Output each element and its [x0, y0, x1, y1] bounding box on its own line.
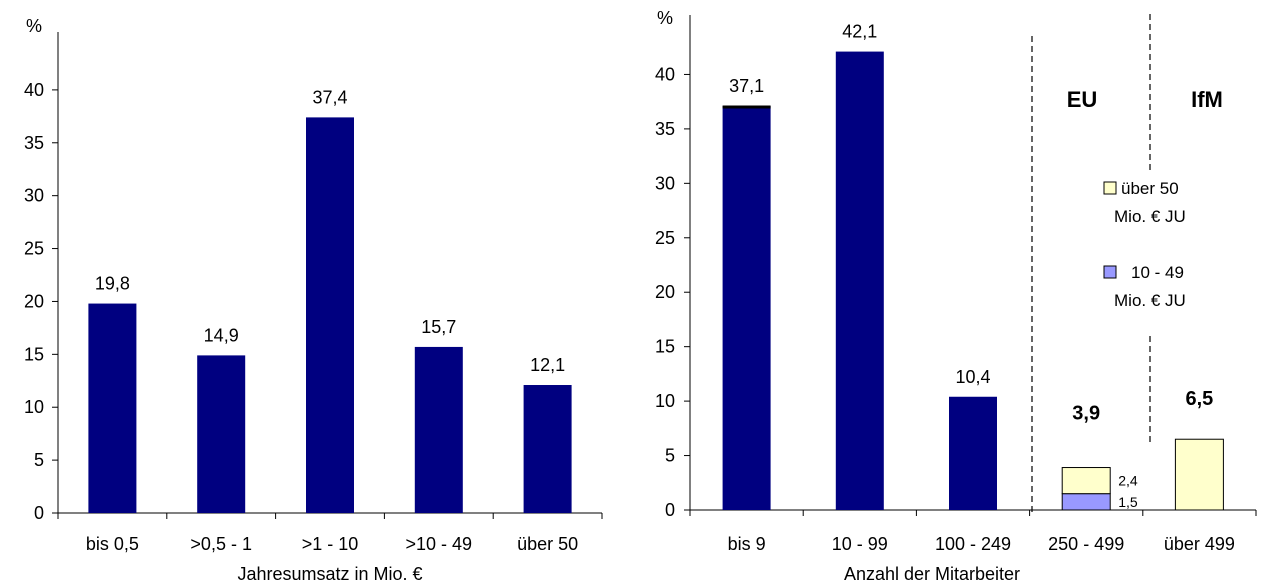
bar-value-label: 10,4 [955, 367, 990, 387]
right-y-tick-label: 25 [655, 228, 675, 248]
right-y-tick-label: 10 [655, 391, 675, 411]
right-x-tick-label: 250 - 499 [1048, 534, 1124, 554]
legend-label-10-49-line1: 10 - 49 [1131, 263, 1184, 282]
bar [722, 106, 771, 511]
region-label-ifm: IfM [1191, 87, 1223, 112]
right-y-tick-label: 0 [665, 500, 675, 520]
right-y-tick-label: 15 [655, 337, 675, 357]
legend-label-10-49-line2: Mio. € JU [1114, 291, 1186, 310]
left-x-tick-label: >0,5 - 1 [190, 534, 252, 554]
bar [306, 117, 354, 513]
bar-value-label: 19,8 [95, 274, 130, 294]
bar [835, 51, 884, 510]
left-y-tick-label: 40 [24, 80, 44, 100]
bar-segment-10-49 [1061, 493, 1111, 511]
bar [414, 346, 463, 513]
right-y-tick-label: 40 [655, 64, 675, 84]
bar-value-label: 37,1 [729, 76, 764, 96]
bar-value-label: 12,1 [530, 355, 565, 375]
segment-value-label: 1,5 [1118, 494, 1138, 510]
left-x-tick-label: >1 - 10 [302, 534, 359, 554]
bar-value-label: 42,1 [842, 22, 877, 42]
chart-right-employees: % Anzahl der Mitarbeiter EU IfM über 50 … [655, 8, 1257, 584]
bar-value-label: 15,7 [421, 317, 456, 337]
right-y-tick-label: 30 [655, 173, 675, 193]
right-y-unit-label: % [657, 8, 673, 28]
segment-value-label: 2,4 [1118, 473, 1138, 489]
left-x-tick-label: über 50 [517, 534, 578, 554]
left-y-tick-label: 25 [24, 239, 44, 259]
bar-value-label: 3,9 [1072, 403, 1100, 425]
left-y-tick-label: 10 [24, 397, 44, 417]
left-y-tick-label: 35 [24, 133, 44, 153]
left-y-unit-label: % [26, 16, 42, 36]
bar [1174, 438, 1224, 511]
region-label-eu: EU [1067, 87, 1098, 112]
right-x-axis-title: Anzahl der Mitarbeiter [844, 564, 1020, 584]
legend-swatch-10-49 [1103, 265, 1117, 279]
right-y-tick-label: 20 [655, 282, 675, 302]
right-y-tick-label: 35 [655, 119, 675, 139]
legend-swatch-ueber-50 [1103, 181, 1117, 195]
bar [523, 385, 572, 513]
legend-label-ueber-50-line1: über 50 [1121, 179, 1179, 198]
bar [197, 355, 246, 513]
right-x-tick-label: über 499 [1164, 534, 1235, 554]
left-x-tick-label: bis 0,5 [86, 534, 139, 554]
bar-value-label: 37,4 [312, 87, 347, 107]
bar [949, 396, 997, 510]
bar-value-label: 6,5 [1185, 388, 1213, 410]
left-y-tick-label: 5 [34, 450, 44, 470]
left-y-tick-label: 0 [34, 503, 44, 523]
left-x-axis-title: Jahresumsatz in Mio. € [237, 564, 422, 584]
bar [88, 303, 137, 513]
left-x-tick-label: >10 - 49 [406, 534, 473, 554]
left-y-tick-label: 20 [24, 291, 44, 311]
left-y-tick-label: 30 [24, 186, 44, 206]
legend-label-ueber-50-line2: Mio. € JU [1114, 207, 1186, 226]
chart-left-revenue: % Jahresumsatz in Mio. € 0 5 10 15 20 25 30 35 4… [24, 16, 603, 584]
right-x-tick-label: 10 - 99 [832, 534, 888, 554]
bar-segment-ueber-50 [1061, 467, 1111, 495]
right-y-tick-label: 5 [665, 446, 675, 466]
right-x-tick-label: bis 9 [728, 534, 766, 554]
bar-value-label: 14,9 [204, 325, 239, 345]
left-y-tick-label: 15 [24, 344, 44, 364]
right-x-tick-label: 100 - 249 [935, 534, 1011, 554]
